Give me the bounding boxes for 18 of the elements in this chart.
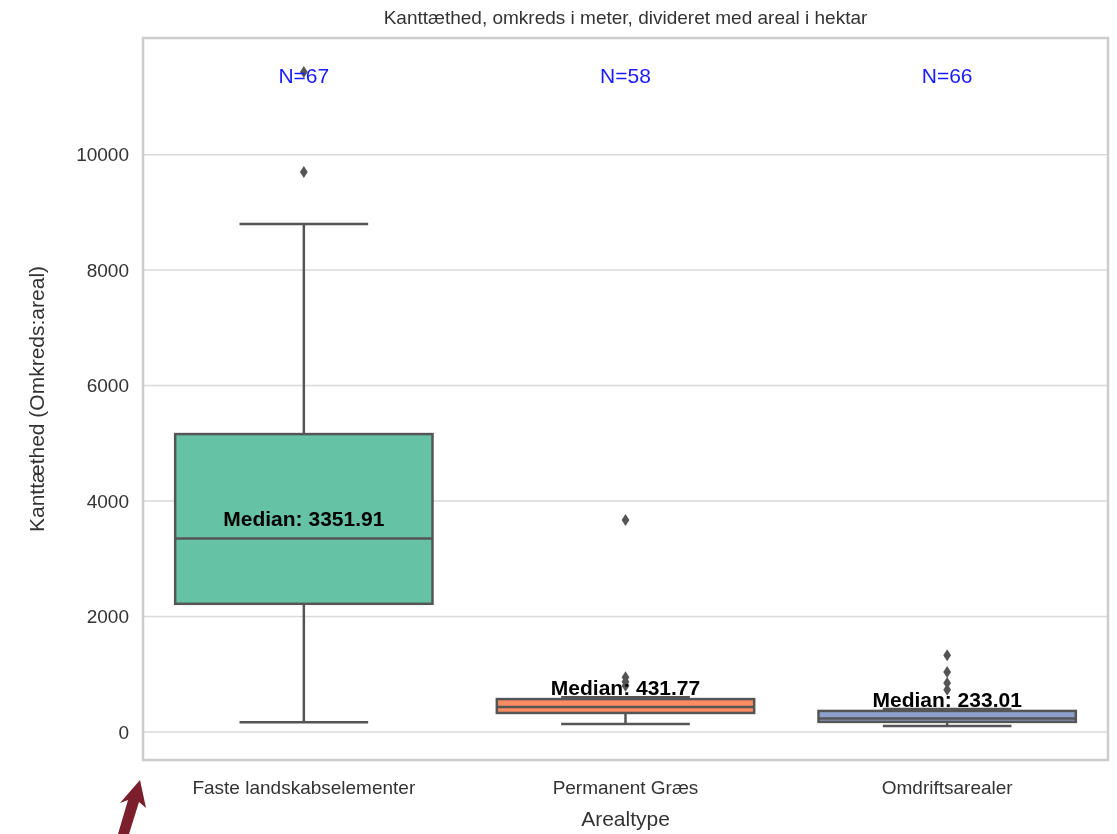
y-axis-title: Kanttæthed (Omkreds:areal) <box>25 265 48 533</box>
y-tick-label: 4000 <box>86 490 129 512</box>
annotation: Median: 233.01 <box>872 687 1023 711</box>
annotation: N=58 <box>600 64 651 87</box>
annotation: N=66 <box>921 64 973 87</box>
x-tick-label: Omdriftsarealer <box>881 777 1014 798</box>
annotation: Median: 431.77 <box>550 676 701 700</box>
y-tick-label: 2000 <box>86 606 129 628</box>
x-tick-label: Faste landskabselementer <box>192 777 416 798</box>
x-tick-label: Permanent Græs <box>552 777 699 798</box>
annotation: N=67 <box>278 64 330 87</box>
y-tick-label: 8000 <box>86 259 129 281</box>
chart-title: Kanttæthed, omkreds i meter, divideret med areal i hektar <box>383 7 868 28</box>
x-axis-title: Arealtype <box>581 807 670 830</box>
annotation: Median: 3351.91 <box>223 507 385 531</box>
y-tick-label: 0 <box>118 721 129 743</box>
y-tick-label: 6000 <box>86 375 129 397</box>
y-tick-label: 10000 <box>76 144 129 166</box>
